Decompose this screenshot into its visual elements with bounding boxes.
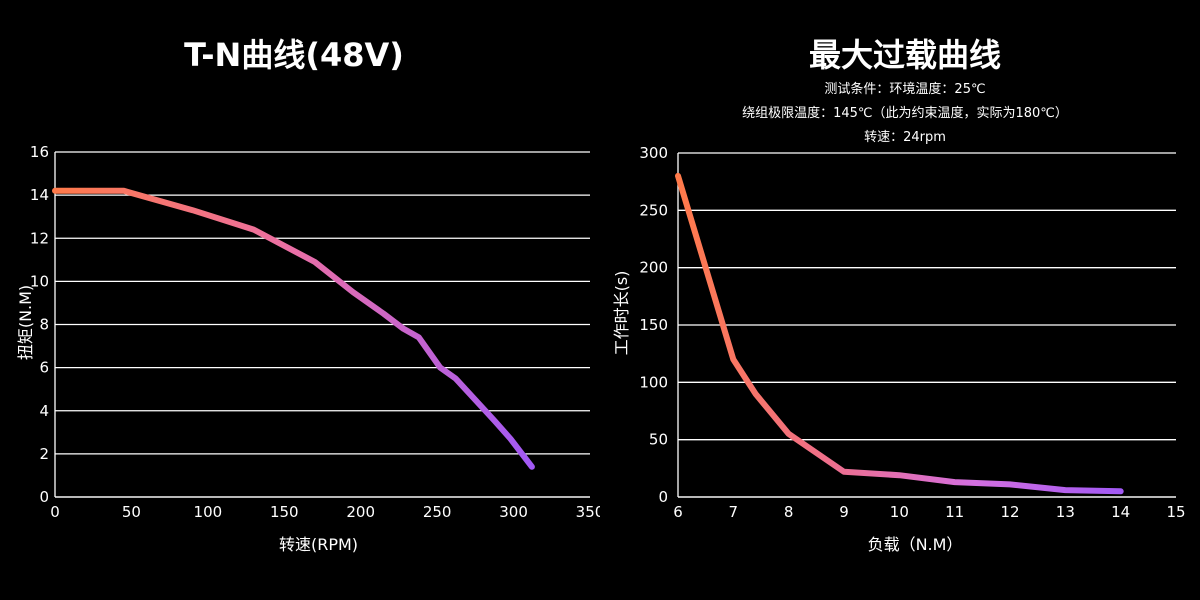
subtitle-winding-limit: 绕组极限温度：145℃（此为约束温度，实际为180℃） <box>742 106 1068 121</box>
overload-chart: 最大过载曲线 测试条件：环境温度：25℃ 绕组极限温度：145℃（此为约束温度，… <box>600 0 1200 600</box>
series-line <box>52 187 535 470</box>
x-tick-label: 150 <box>270 503 299 521</box>
y-tick-label: 50 <box>649 431 668 449</box>
x-tick-label: 200 <box>346 503 375 521</box>
series-line <box>675 172 1124 495</box>
y-axis-title: 扭矩(N.M) <box>16 285 35 360</box>
x-tick-label: 300 <box>499 503 528 521</box>
torque-speed-plot: 0 2 4 6 8 10 12 14 16 0 50 100 150 200 250 300 350 转速(RPM… <box>16 143 600 554</box>
y-tick-label: 14 <box>30 186 49 204</box>
y-tick-label: 250 <box>639 201 668 219</box>
x-tick-label: 12 <box>1000 503 1019 521</box>
x-tick-label: 10 <box>890 503 909 521</box>
subtitle-test-condition: 测试条件：环境温度：25℃ <box>824 82 986 97</box>
torque-speed-chart: T-N曲线(48V) 0 2 4 6 8 10 12 14 16 0 50 100 150 200 250 3… <box>16 36 600 554</box>
x-axis-title: 负载（N.M） <box>868 535 963 554</box>
overload-plot: 0 50 100 150 200 250 300 6 7 8 9 10 11 12 13 14 15 负载（N.M… <box>612 144 1186 554</box>
y-tick-label: 12 <box>30 229 49 247</box>
y-tick-label: 8 <box>39 316 49 334</box>
x-tick-label: 100 <box>194 503 223 521</box>
x-tick-label: 8 <box>784 503 794 521</box>
x-tick-label: 6 <box>673 503 683 521</box>
subtitle-speed: 转速：24rpm <box>864 130 946 145</box>
x-axis-title: 转速(RPM) <box>279 535 358 554</box>
y-tick-label: 100 <box>639 373 668 391</box>
x-tick-label: 13 <box>1056 503 1075 521</box>
x-tick-label: 7 <box>729 503 739 521</box>
y-tick-label: 2 <box>39 445 49 463</box>
x-tick-label: 350 <box>576 503 600 521</box>
x-tick-label: 14 <box>1111 503 1130 521</box>
y-tick-label: 0 <box>39 488 49 506</box>
x-tick-label: 250 <box>423 503 452 521</box>
x-tick-label: 0 <box>50 503 60 521</box>
y-tick-label: 150 <box>639 316 668 334</box>
y-tick-label: 300 <box>639 144 668 162</box>
x-tick-label: 15 <box>1166 503 1185 521</box>
x-tick-label: 50 <box>122 503 141 521</box>
y-tick-label: 0 <box>658 488 668 506</box>
x-tick-label: 9 <box>839 503 849 521</box>
y-tick-label: 10 <box>30 272 49 290</box>
y-axis-title: 工作时长(s) <box>612 271 631 356</box>
y-tick-label: 200 <box>639 259 668 277</box>
x-tick-label: 11 <box>945 503 964 521</box>
chart-title: 最大过载曲线 <box>808 36 1001 74</box>
y-tick-label: 6 <box>39 359 49 377</box>
y-tick-label: 4 <box>39 402 49 420</box>
chart-title: T-N曲线(48V) <box>184 36 404 74</box>
y-tick-label: 16 <box>30 143 49 161</box>
